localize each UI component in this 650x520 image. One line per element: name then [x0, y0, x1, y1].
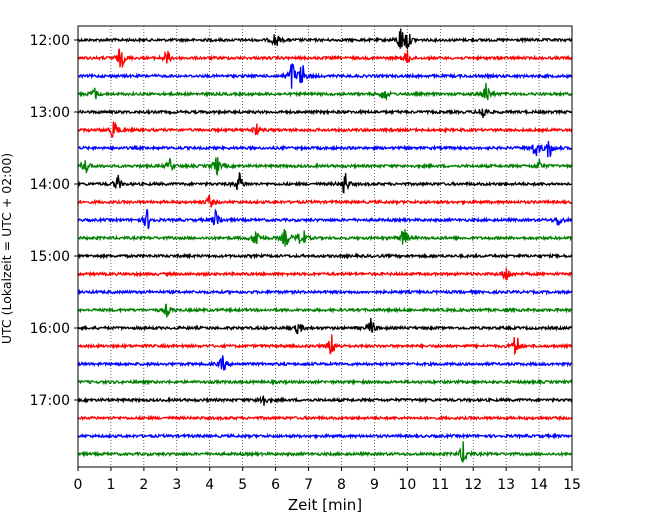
- x-tick-label-5: 5: [238, 477, 247, 493]
- trace-1245: [77, 82, 573, 102]
- trace-1230: [77, 63, 573, 89]
- trace-1645: [77, 378, 573, 386]
- y-tick-label-1500: 15:00: [30, 249, 70, 265]
- x-tick-label-9: 9: [370, 477, 379, 493]
- x-tick-label-15: 15: [563, 477, 581, 493]
- trace-1545: [77, 303, 573, 318]
- x-tick-label-10: 10: [398, 477, 416, 493]
- x-axis-ticks: 0 1 2 3 4 5 6 7 8 9 10 11 12 13 14 15: [74, 467, 581, 493]
- x-tick-label-13: 13: [497, 477, 515, 493]
- x-tick-label-12: 12: [464, 477, 482, 493]
- trace-1745: [77, 441, 572, 464]
- x-axis-label: Zeit [min]: [288, 496, 362, 514]
- traces: [77, 28, 573, 464]
- x-tick-label-4: 4: [205, 477, 214, 493]
- trace-1215: [77, 48, 573, 68]
- trace-1515: [77, 267, 573, 281]
- x-tick-label-11: 11: [431, 477, 449, 493]
- trace-1530: [77, 288, 573, 296]
- x-tick-label-3: 3: [172, 477, 181, 493]
- trace-1630: [77, 355, 572, 371]
- trace-1500: [77, 252, 573, 260]
- trace-1345: [77, 157, 573, 177]
- trace-1300: [77, 108, 573, 119]
- trace-1700: [77, 395, 573, 406]
- trace-1315: [77, 121, 573, 139]
- y-tick-label-1300: 13:00: [30, 105, 70, 121]
- y-tick-label-1700: 17:00: [30, 393, 70, 409]
- x-tick-label-0: 0: [74, 477, 83, 493]
- x-tick-label-14: 14: [530, 477, 548, 493]
- x-tick-label-8: 8: [337, 477, 346, 493]
- y-axis-ticks: 12:00 13:00 14:00 15:00 16:00 17:00: [30, 33, 78, 409]
- trace-1330: [77, 140, 572, 158]
- trace-1715: [77, 414, 573, 422]
- trace-1615: [77, 334, 573, 356]
- x-tick-label-7: 7: [304, 477, 313, 493]
- trace-1400: [77, 172, 572, 194]
- trace-1600: [77, 317, 573, 335]
- x-tick-label-1: 1: [106, 477, 115, 493]
- trace-1730: [77, 432, 573, 440]
- y-tick-label-1600: 16:00: [30, 321, 70, 337]
- trace-1200: [77, 28, 573, 50]
- y-tick-label-1200: 12:00: [30, 33, 70, 49]
- y-tick-label-1400: 14:00: [30, 177, 70, 193]
- x-tick-label-2: 2: [139, 477, 148, 493]
- x-tick-label-6: 6: [271, 477, 280, 493]
- trace-1445: [77, 228, 572, 247]
- plot-frame: [77, 25, 573, 468]
- trace-1430: [77, 208, 573, 230]
- trace-1415: [77, 194, 572, 208]
- y-axis-label: UTC (Lokalzeit = UTC + 02:00): [0, 153, 14, 344]
